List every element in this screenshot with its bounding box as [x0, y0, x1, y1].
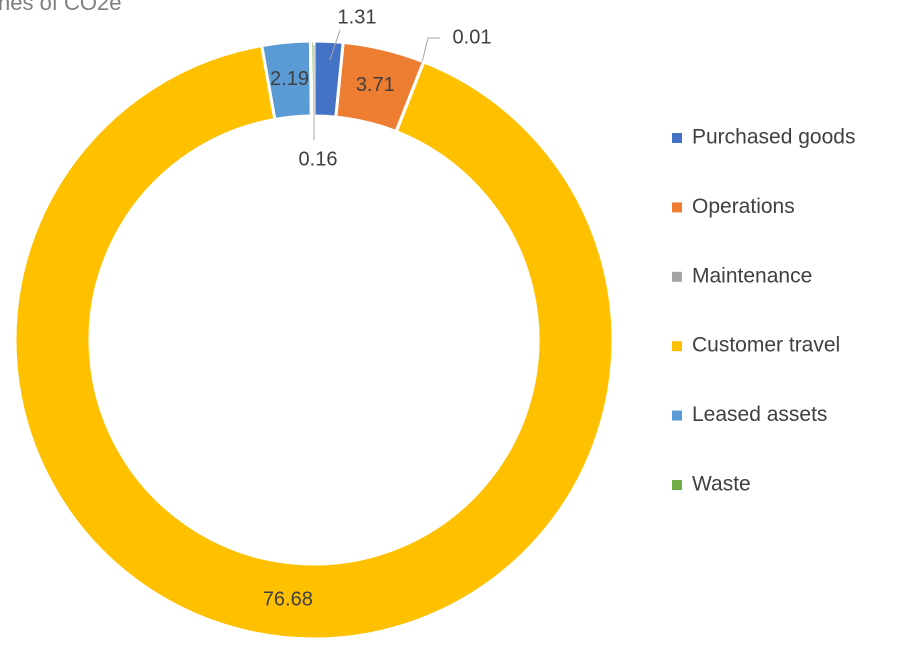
data-label: 76.68: [263, 588, 313, 610]
legend-label: Operations: [692, 195, 795, 218]
donut-segment: [308, 39, 316, 118]
data-label: 3.71: [356, 74, 395, 96]
legend-swatch: [672, 410, 682, 421]
data-label: 0.01: [453, 26, 492, 48]
data-label: 2.19: [270, 68, 309, 90]
legend-swatch: [672, 271, 682, 282]
donut-segment: [13, 43, 615, 641]
legend-swatch: [672, 480, 682, 490]
data-label: 0.16: [299, 148, 338, 170]
chart-title: nes of CO2e: [0, 0, 122, 15]
legend-label: Leased assets: [692, 403, 827, 426]
legend-swatch: [672, 133, 682, 143]
legend-label: Maintenance: [692, 264, 812, 287]
data-label: 1.31: [338, 6, 377, 28]
leader-line: [329, 29, 341, 61]
legend-swatch: [672, 202, 682, 213]
legend-label: Waste: [692, 473, 751, 496]
legend-swatch: [672, 341, 682, 352]
legend-label: Customer travel: [692, 334, 840, 357]
legend-label: Purchased goods: [692, 126, 855, 149]
